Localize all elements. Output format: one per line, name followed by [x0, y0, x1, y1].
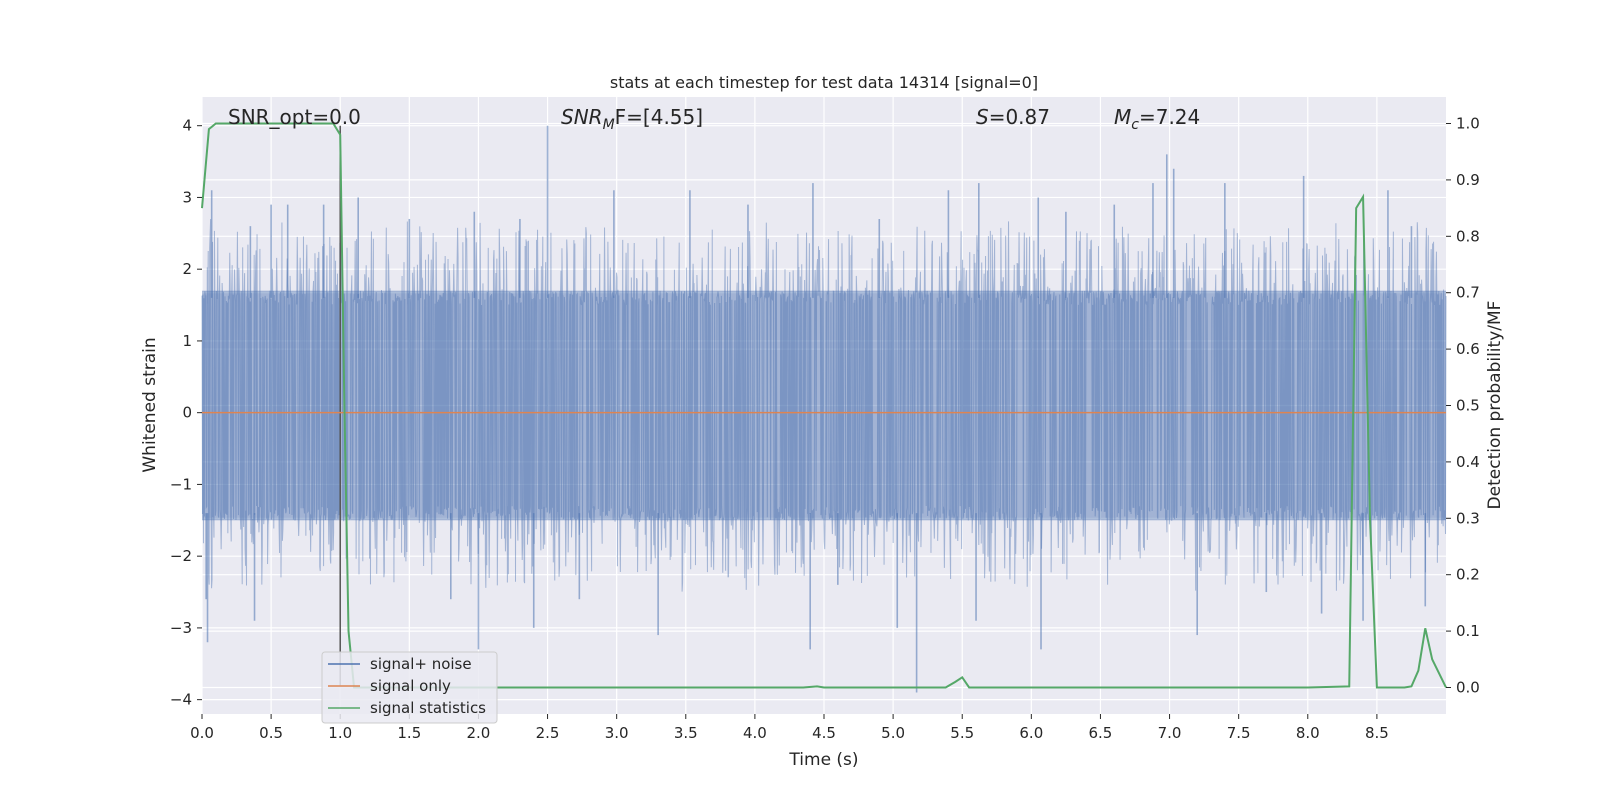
- y-tick-label: −1: [170, 475, 192, 493]
- x-tick-label: 1.0: [328, 724, 352, 742]
- y2-tick-label: 0.8: [1456, 227, 1480, 245]
- x-tick-label: 2.5: [536, 724, 560, 742]
- y2-tick-label: 0.1: [1456, 622, 1480, 640]
- x-tick-label: 1.5: [397, 724, 421, 742]
- annotation-s: S=0.87: [976, 105, 1050, 129]
- legend-label-signal-noise: signal+ noise: [370, 655, 472, 673]
- legend: signal+ noise signal only signal statist…: [321, 651, 498, 724]
- x-tick-label: 4.5: [812, 724, 836, 742]
- annotation-s-name: S: [976, 105, 989, 129]
- legend-label-signal-only: signal only: [370, 677, 451, 695]
- annotation-mc: Mc=7.24: [1114, 105, 1200, 133]
- annotation-snr-opt: SNR_opt=0.0: [228, 105, 361, 129]
- y2-axis-label: Detection probability/MF: [1485, 301, 1505, 510]
- y-tick-label: −4: [170, 691, 192, 709]
- y2-tick-label: 0.3: [1456, 509, 1480, 527]
- y-tick-label: 1: [182, 332, 192, 350]
- y-axis-label: Whitened strain: [140, 337, 160, 472]
- x-tick-label: 8.0: [1296, 724, 1320, 742]
- x-tick-label: 6.5: [1089, 724, 1113, 742]
- signal-statistics-line: [201, 122, 1447, 689]
- annotation-mc-name: M: [1114, 105, 1131, 129]
- y-tick-label: 0: [182, 404, 192, 422]
- y2-tick-label: 0.5: [1456, 397, 1480, 415]
- x-tick-label: 7.5: [1227, 724, 1251, 742]
- x-tick-label: 5.5: [950, 724, 974, 742]
- y2-tick-label: 0.6: [1456, 340, 1480, 358]
- noise-series: [201, 125, 1447, 693]
- y2-tick-label: 0.0: [1456, 678, 1480, 696]
- x-axis-label: Time (s): [788, 750, 858, 770]
- annotation-snr-mf-name: SNR: [561, 105, 603, 129]
- annotation-s-rest: =0.87: [989, 105, 1050, 129]
- chart-title: stats at each timestep for test data 143…: [610, 73, 1038, 92]
- y-tick-label: 2: [182, 260, 192, 278]
- annotation-snr-mf-sub: M: [603, 117, 615, 133]
- y-tick-label: 4: [182, 117, 192, 135]
- annotation-mc-rest: =7.24: [1139, 105, 1200, 129]
- legend-label-signal-statistics: signal statistics: [370, 699, 486, 717]
- x-tick-label: 0.5: [259, 724, 283, 742]
- annotation-snr-mf-rest: F=[4.55]: [615, 105, 703, 129]
- y2-tick-label: 0.9: [1456, 171, 1480, 189]
- y-tick-label: −2: [170, 547, 192, 565]
- x-tick-label: 6.0: [1019, 724, 1043, 742]
- x-tick-label: 5.0: [881, 724, 905, 742]
- y-tick-label: −3: [170, 619, 192, 637]
- noise-band: [202, 290, 1446, 521]
- x-tick-label: 3.0: [605, 724, 629, 742]
- signal-noise-trace: [201, 219, 1447, 592]
- x-tick-label: 8.5: [1365, 724, 1389, 742]
- x-tick-label: 2.0: [467, 724, 491, 742]
- y2-tick-label: 0.4: [1456, 453, 1480, 471]
- y2-tick-label: 0.2: [1456, 566, 1480, 584]
- x-tick-label: 7.0: [1158, 724, 1182, 742]
- annotation-mc-sub: c: [1131, 117, 1139, 133]
- y-tick-label: 3: [182, 188, 192, 206]
- axes: 0.0 0.5 1.0 1.5 2.0 2.5 3.0 3.5 4.0 4.5 5.0 5.5 6.0 6…: [170, 115, 1480, 742]
- line-series: [201, 122, 1447, 689]
- y2-tick-label: 0.7: [1456, 284, 1480, 302]
- x-tick-label: 3.5: [674, 724, 698, 742]
- annotation-snr-mf: SNRMF=[4.55]: [561, 105, 703, 133]
- legend-box: [321, 651, 498, 724]
- x-tick-label: 0.0: [190, 724, 214, 742]
- x-tick-label: 4.0: [743, 724, 767, 742]
- y2-tick-label: 1.0: [1456, 115, 1480, 133]
